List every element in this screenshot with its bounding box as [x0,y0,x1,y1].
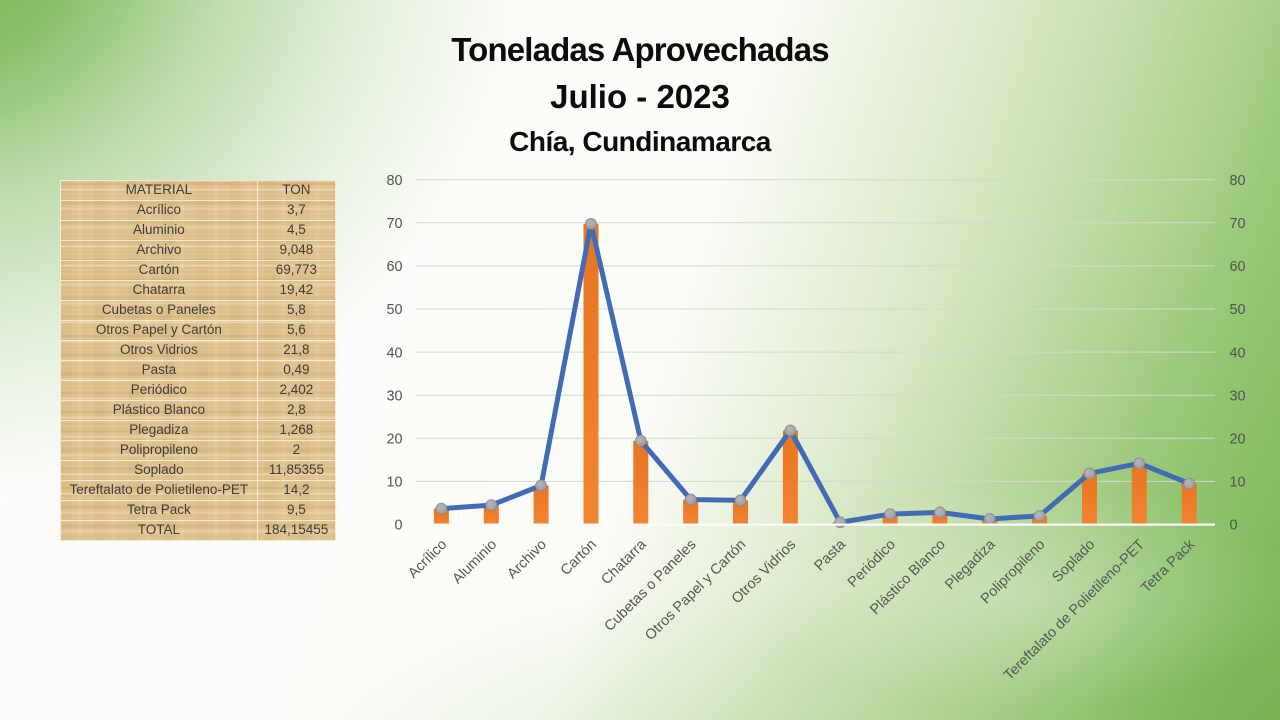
svg-text:60: 60 [386,259,402,275]
svg-text:70: 70 [386,216,402,232]
svg-text:80: 80 [386,173,402,189]
svg-text:Archivo: Archivo [504,537,550,583]
svg-text:40: 40 [386,345,402,361]
svg-text:0: 0 [394,518,402,534]
svg-text:60: 60 [1230,259,1246,275]
svg-text:Soplado: Soplado [1049,537,1098,586]
svg-text:0: 0 [1230,518,1238,534]
svg-text:Cartón: Cartón [558,537,600,579]
svg-text:20: 20 [1230,432,1246,448]
svg-text:Tetra Pack: Tetra Pack [1138,536,1198,596]
svg-text:20: 20 [386,432,402,448]
svg-text:50: 50 [386,302,402,318]
svg-text:Cubetas o Paneles: Cubetas o Paneles [602,537,700,635]
svg-text:10: 10 [386,475,402,491]
svg-text:70: 70 [1230,216,1246,232]
svg-text:Chatarra: Chatarra [598,536,650,588]
svg-text:Pasta: Pasta [811,536,849,574]
svg-text:50: 50 [1230,302,1246,318]
svg-text:Acrílico: Acrílico [405,537,450,582]
svg-text:30: 30 [1230,388,1246,404]
svg-text:30: 30 [386,388,402,404]
svg-text:Aluminio: Aluminio [449,537,500,588]
svg-text:40: 40 [1230,345,1246,361]
svg-text:80: 80 [1230,173,1246,189]
svg-text:10: 10 [1230,475,1246,491]
